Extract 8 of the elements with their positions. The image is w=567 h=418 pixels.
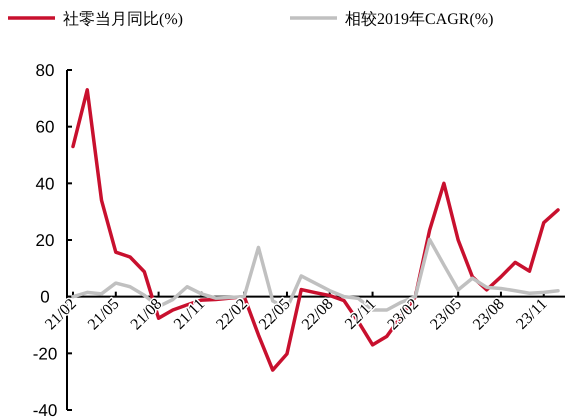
y-tick-label: -20 <box>32 344 58 364</box>
legend-label: 社零当月同比(%) <box>63 10 183 28</box>
y-tick-label: 20 <box>36 231 54 250</box>
y-tick-label: 80 <box>36 61 54 80</box>
legend-label: 相较2019年CAGR(%) <box>345 10 494 28</box>
y-tick-label: 40 <box>36 174 54 194</box>
y-tick-label: 60 <box>36 118 54 137</box>
y-tick-label: -40 <box>32 401 58 418</box>
